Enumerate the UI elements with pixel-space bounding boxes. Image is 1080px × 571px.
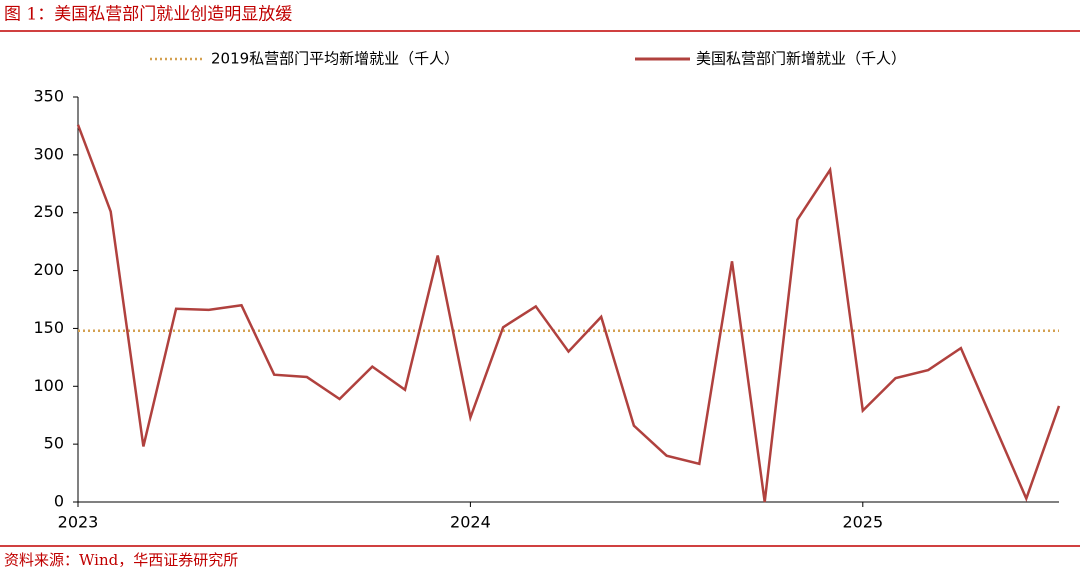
source-note: 资料来源：Wind，华西证券研究所 (4, 551, 238, 569)
y-tick-label: 100 (33, 376, 64, 395)
data-line (76, 124, 1061, 503)
chart-title: 图 1：美国私营部门就业创造明显放缓 (4, 5, 292, 25)
y-tick-label: 250 (33, 202, 64, 221)
legend-label: 2019私营部门平均新增就业（千人） (211, 50, 459, 68)
y-tick-label: 300 (33, 144, 64, 163)
x-tick-label: 2025 (842, 513, 883, 532)
x-tick-label: 2023 (58, 513, 99, 532)
x-tick-label: 2024 (450, 513, 491, 532)
y-tick-label: 350 (33, 87, 64, 106)
y-tick-label: 200 (33, 260, 64, 279)
y-tick-label: 0 (54, 492, 64, 511)
y-tick-label: 50 (44, 434, 64, 453)
y-tick-label: 150 (33, 318, 64, 337)
legend-label: 美国私营部门新增就业（千人） (696, 50, 906, 68)
